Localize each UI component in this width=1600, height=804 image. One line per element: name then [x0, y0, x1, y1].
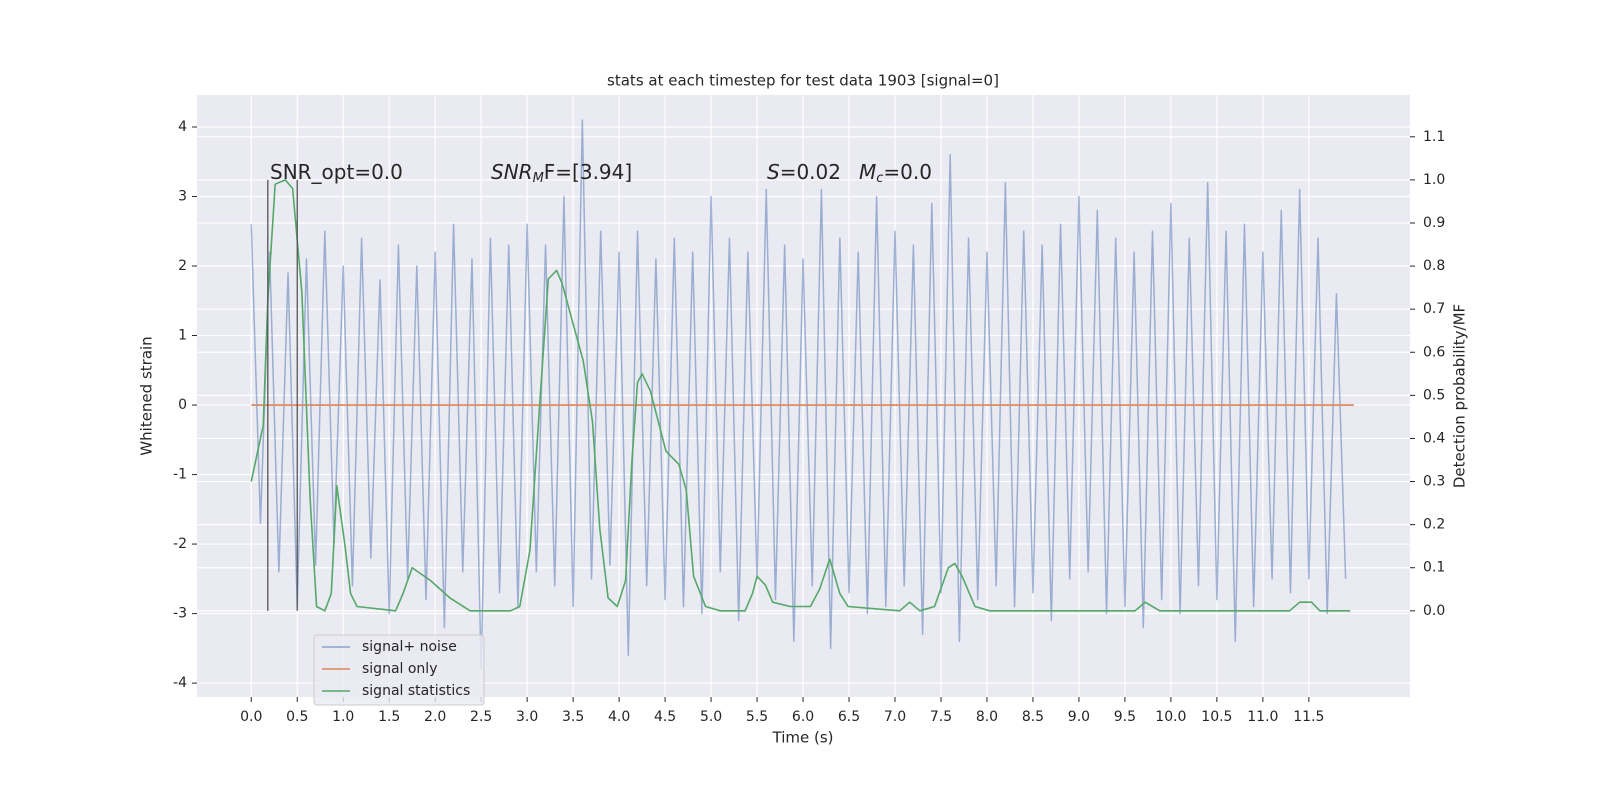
- y-tick-label: -1: [173, 467, 187, 483]
- series-line: [250, 179, 1351, 612]
- y2-tick-label: 0.8: [1423, 258, 1445, 274]
- x-tick-label: 7.5: [930, 709, 952, 725]
- y2-tick-label: 1.1: [1423, 129, 1445, 145]
- y2-tick-label: 0.0: [1423, 603, 1445, 619]
- y-tick-label: 4: [178, 119, 187, 135]
- x-tick-label: 11.5: [1293, 709, 1324, 725]
- x-tick-label: 9.0: [1068, 709, 1090, 725]
- legend-label: signal only: [362, 661, 437, 677]
- y-tick-label: 3: [178, 188, 187, 204]
- x-tick-label: 9.5: [1114, 709, 1136, 725]
- x-tick-label: 7.0: [884, 709, 906, 725]
- legend-box: [313, 634, 485, 706]
- annotation-text: =0.02: [780, 160, 841, 184]
- annotation-sub: M: [533, 171, 544, 186]
- y-tick-label: -3: [173, 606, 187, 622]
- y2-tick-label: 0.7: [1423, 301, 1445, 317]
- annotation-text: SNR: [491, 160, 533, 184]
- y2-axis-label: Detection probability/MF: [1451, 304, 1469, 488]
- x-tick-label: 1.5: [378, 709, 400, 725]
- chart-title: stats at each timestep for test data 190…: [607, 72, 999, 90]
- x-tick-label: 6.0: [792, 709, 814, 725]
- x-tick-label: 10.5: [1201, 709, 1232, 725]
- x-tick-label: 0.0: [240, 709, 262, 725]
- y2-tick-label: 0.1: [1423, 560, 1445, 576]
- x-tick-label: 8.0: [976, 709, 998, 725]
- y2-tick-label: 0.3: [1423, 474, 1445, 490]
- annotation-text: F=[3.94]: [544, 160, 632, 184]
- x-tick-label: 4.5: [654, 709, 676, 725]
- y2-tick-label: 0.2: [1423, 517, 1445, 533]
- x-tick-label: 8.5: [1022, 709, 1044, 725]
- y2-tick-label: 0.5: [1423, 387, 1445, 403]
- y-tick-label: -4: [173, 675, 187, 691]
- x-tick-label: 11.0: [1247, 709, 1278, 725]
- annotation: SNR_opt=0.0: [270, 160, 403, 184]
- annotation-text: SNR_opt=0.0: [270, 160, 403, 184]
- annotation-text: =0.0: [883, 160, 932, 184]
- x-tick-label: 4.0: [608, 709, 630, 725]
- y-tick-label: 2: [178, 258, 187, 274]
- x-tick-label: 1.0: [332, 709, 354, 725]
- x-tick-label: 3.5: [562, 709, 584, 725]
- annotation-text: S: [767, 160, 780, 184]
- y-tick-label: 1: [178, 328, 187, 344]
- x-tick-label: 0.5: [286, 709, 308, 725]
- y2-tick-label: 0.4: [1423, 430, 1445, 446]
- x-tick-label: 10.0: [1155, 709, 1186, 725]
- y2-tick-label: 0.9: [1423, 215, 1445, 231]
- y2-tick-label: 1.0: [1423, 172, 1445, 188]
- legend-label: signal statistics: [362, 683, 470, 699]
- y-axis-label: Whitened strain: [138, 336, 156, 455]
- x-tick-label: 2.0: [424, 709, 446, 725]
- y-tick-label: -2: [173, 536, 187, 552]
- series-line: [250, 119, 1347, 670]
- x-tick-label: 3.0: [516, 709, 538, 725]
- annotation: S=0.02: [767, 160, 841, 184]
- x-tick-label: 5.5: [746, 709, 768, 725]
- x-tick-label: 6.5: [838, 709, 860, 725]
- annotation: SNRMF=[3.94]: [491, 160, 632, 186]
- legend-label: signal+ noise: [362, 639, 457, 655]
- legend: signal+ noise signal only signal statistic…: [313, 634, 485, 706]
- annotation-sub: c: [876, 171, 883, 186]
- y-tick-label: 0: [178, 397, 187, 413]
- x-tick-label: 5.0: [700, 709, 722, 725]
- annotation: Mc=0.0: [859, 160, 932, 186]
- x-axis-label: Time (s): [772, 729, 834, 747]
- x-tick-label: 2.5: [470, 709, 492, 725]
- annotation-text: M: [859, 160, 876, 184]
- y2-tick-label: 0.6: [1423, 344, 1445, 360]
